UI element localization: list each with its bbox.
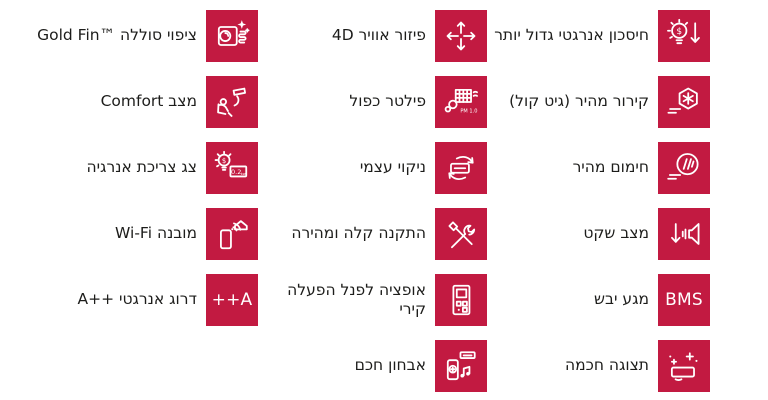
self-cleaning-icon — [435, 142, 487, 194]
feature-wall-panel: אופציה לפנל הפעלה קירי — [258, 267, 487, 333]
right-column: $ חיסכון אנרגטי גדול יותר קירור מהיר (גי… — [487, 3, 710, 400]
feature-label: חימום מהיר — [572, 158, 649, 177]
feature-label: ציפוי סוללה Gold Fin™‎ — [37, 26, 197, 45]
feature-4d-air: פיזור אוויר 4D — [258, 3, 487, 69]
kw-unit: kw — [241, 172, 246, 176]
pm-label: PM 1.0 — [460, 109, 477, 115]
feature-jet-cool: קירור מהיר (גיט קול) — [487, 69, 710, 135]
wall-control-panel-icon — [435, 274, 487, 326]
feature-label: התקנה קלה ומהירה — [291, 224, 426, 243]
gold-fin-coating-icon — [206, 10, 258, 62]
feature-label: קירור מהיר (גיט קול) — [509, 92, 649, 111]
dual-filter-icon: PM 1.0 — [435, 76, 487, 128]
feature-comfort-mode: מצב Comfort — [0, 69, 258, 135]
feature-label: פיזור אוויר 4D — [331, 26, 426, 45]
jet-cool-snowflake-icon — [658, 76, 710, 128]
quiet-mode-speaker-icon — [658, 208, 710, 260]
energy-consumption-display-icon: $ 0.2 kw — [206, 142, 258, 194]
feature-energy-display: $ 0.2 kw צג צריכת אנרגיה — [0, 135, 258, 201]
feature-label: חיסכון אנרגטי גדול יותר — [494, 26, 649, 45]
feature-dual-filter: PM 1.0 פילטר כפול — [258, 69, 487, 135]
feature-label: צג צריכת אנרגיה — [86, 158, 197, 177]
feature-label: פילטר כפול — [349, 92, 426, 111]
feature-label: אבחון חכם — [354, 356, 426, 375]
feature-energy-saving: $ חיסכון אנרגטי גדול יותר — [487, 3, 710, 69]
feature-quiet-mode: מצב שקט — [487, 201, 710, 267]
left-column: ציפוי סוללה Gold Fin™‎ מצב Comfort — [0, 3, 258, 400]
feature-easy-install: התקנה קלה ומהירה — [258, 201, 487, 267]
middle-column: פיזור אוויר 4D PM 1.0 פילטר כפול — [258, 3, 487, 400]
feature-gold-fin: ציפוי סוללה Gold Fin™‎ — [0, 3, 258, 69]
feature-label: מצב Comfort — [100, 92, 197, 111]
kw-value: 0.2 — [231, 168, 241, 176]
feature-wifi: Wi-Fi מובנה — [0, 201, 258, 267]
easy-installation-icon — [435, 208, 487, 260]
feature-label: מצב שקט — [583, 224, 649, 243]
air-4d-swing-icon — [435, 10, 487, 62]
built-in-wifi-icon — [206, 208, 258, 260]
feature-smart-display: תצוגה חכמה — [487, 333, 710, 399]
smart-diagnosis-icon — [435, 340, 487, 392]
dollar-glyph: $ — [676, 27, 682, 37]
feature-label: דרוג אנרגטי A++‎ — [77, 290, 197, 309]
feature-label: אופציה לפנל הפעלה קירי — [287, 280, 426, 318]
smart-display-icon — [658, 340, 710, 392]
feature-fast-heating: חימום מהיר — [487, 135, 710, 201]
feature-dry-contact: BMS מגע יבש — [487, 267, 710, 333]
energy-saving-bulb-icon: $ — [658, 10, 710, 62]
feature-label: מגע יבש — [594, 290, 649, 309]
fast-heating-icon — [658, 142, 710, 194]
feature-energy-rating: A++ דרוג אנרגטי A++‎ — [0, 267, 258, 333]
rating-tile-text: A++ — [211, 290, 253, 310]
feature-label: תצוגה חכמה — [564, 356, 649, 375]
bms-tile-text: BMS — [665, 290, 703, 310]
dollar-glyph: $ — [222, 157, 226, 165]
feature-self-cleaning: ניקוי עצמי — [258, 135, 487, 201]
bms-dry-contact-icon: BMS — [658, 274, 710, 326]
feature-label: ניקוי עצמי — [359, 158, 426, 177]
feature-smart-diagnosis: אבחון חכם — [258, 333, 487, 399]
comfort-mode-icon — [206, 76, 258, 128]
energy-rating-icon: A++ — [206, 274, 258, 326]
feature-label: Wi-Fi מובנה — [115, 224, 197, 243]
